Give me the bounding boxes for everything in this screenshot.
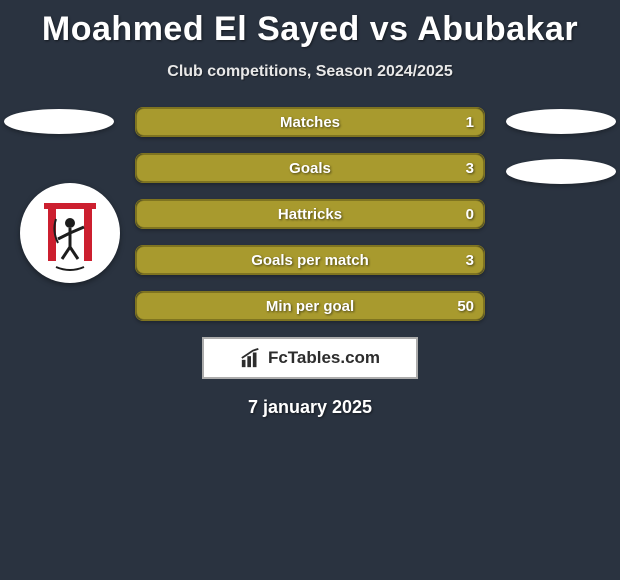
- stat-value: 0: [466, 200, 474, 228]
- stat-value: 3: [466, 154, 474, 182]
- stat-label: Min per goal: [136, 292, 484, 320]
- stat-label: Matches: [136, 108, 484, 136]
- stat-label: Hattricks: [136, 200, 484, 228]
- stat-value: 50: [457, 292, 474, 320]
- stat-label: Goals: [136, 154, 484, 182]
- stat-value: 1: [466, 108, 474, 136]
- club-crest-icon: [20, 183, 120, 283]
- subtitle: Club competitions, Season 2024/2025: [0, 63, 620, 81]
- stat-value: 3: [466, 246, 474, 274]
- date-text: 7 january 2025: [0, 397, 620, 418]
- page-title: Moahmed El Sayed vs Abubakar: [0, 0, 620, 49]
- stat-row-hattricks: Hattricks 0: [135, 199, 485, 229]
- stat-row-goals: Goals 3: [135, 153, 485, 183]
- comparison-content: Matches 1 Goals 3 Hattricks 0 Goals per …: [0, 107, 620, 418]
- club-left-badge: [20, 183, 120, 283]
- brand-box[interactable]: FcTables.com: [202, 337, 418, 379]
- bar-chart-icon: [240, 347, 262, 369]
- stat-bars: Matches 1 Goals 3 Hattricks 0 Goals per …: [135, 107, 485, 321]
- stat-row-matches: Matches 1: [135, 107, 485, 137]
- player-right-placeholder: [506, 109, 616, 134]
- stat-row-min-per-goal: Min per goal 50: [135, 291, 485, 321]
- player-left-placeholder: [4, 109, 114, 134]
- stat-row-goals-per-match: Goals per match 3: [135, 245, 485, 275]
- brand-text: FcTables.com: [268, 348, 380, 368]
- stat-label: Goals per match: [136, 246, 484, 274]
- club-right-placeholder: [506, 159, 616, 184]
